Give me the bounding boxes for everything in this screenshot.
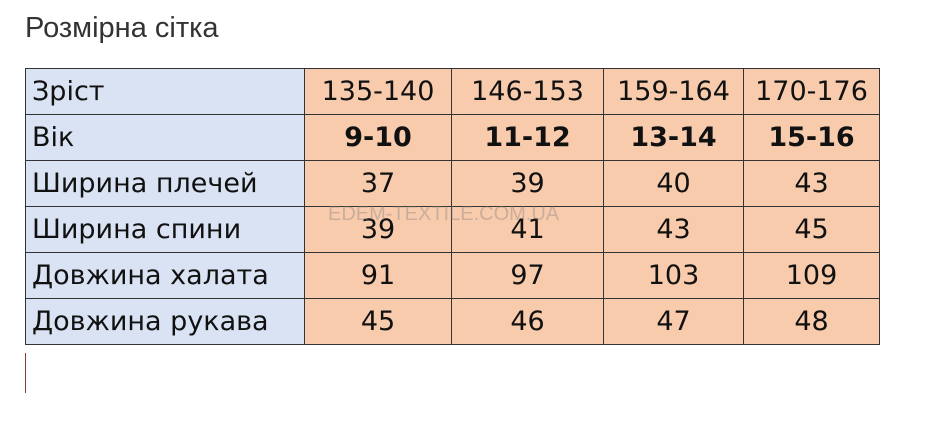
table-row: Вік 9-10 11-12 13-14 15-16 [25, 114, 880, 161]
table-row: Ширина спини 39 41 43 45 [25, 206, 880, 253]
table-cell: 135-140 [304, 68, 452, 115]
table-row: Довжина рукава 45 46 47 48 [25, 298, 880, 345]
table-cell: 41 [451, 206, 604, 253]
table-cell: 43 [603, 206, 744, 253]
table-cell: 40 [603, 160, 744, 207]
table-cell: 9-10 [304, 114, 452, 161]
page-title: Розмірна сітка [25, 12, 219, 44]
table-cell: 159-164 [603, 68, 744, 115]
divider [25, 353, 26, 393]
table-cell: 109 [743, 252, 880, 299]
table-cell: 13-14 [603, 114, 744, 161]
table-cell: 170-176 [743, 68, 880, 115]
row-label: Довжина рукава [25, 298, 305, 345]
table-cell: 47 [603, 298, 744, 345]
table-cell: 48 [743, 298, 880, 345]
table-cell: 15-16 [743, 114, 880, 161]
table-cell: 97 [451, 252, 604, 299]
table-row: Ширина плечей 37 39 40 43 [25, 160, 880, 207]
table-cell: 11-12 [451, 114, 604, 161]
table-cell: 46 [451, 298, 604, 345]
table-cell: 146-153 [451, 68, 604, 115]
row-label: Вік [25, 114, 305, 161]
table-cell: 45 [743, 206, 880, 253]
table-cell: 39 [451, 160, 604, 207]
table-cell: 91 [304, 252, 452, 299]
size-table: Зріст 135-140 146-153 159-164 170-176 Вік 9-10… [25, 68, 880, 345]
watermark: EDEM-TEXTILE.COM.UA [328, 203, 560, 225]
row-label: Ширина плечей [25, 160, 305, 207]
table-cell: 45 [304, 298, 452, 345]
row-label: Зріст [25, 68, 305, 115]
table-cell: 103 [603, 252, 744, 299]
table-row: Зріст 135-140 146-153 159-164 170-176 [25, 68, 880, 115]
row-label: Довжина халата [25, 252, 305, 299]
table-row: Довжина халата 91 97 103 109 [25, 252, 880, 299]
row-label: Ширина спини [25, 206, 305, 253]
table-cell: 43 [743, 160, 880, 207]
table-cell: 37 [304, 160, 452, 207]
